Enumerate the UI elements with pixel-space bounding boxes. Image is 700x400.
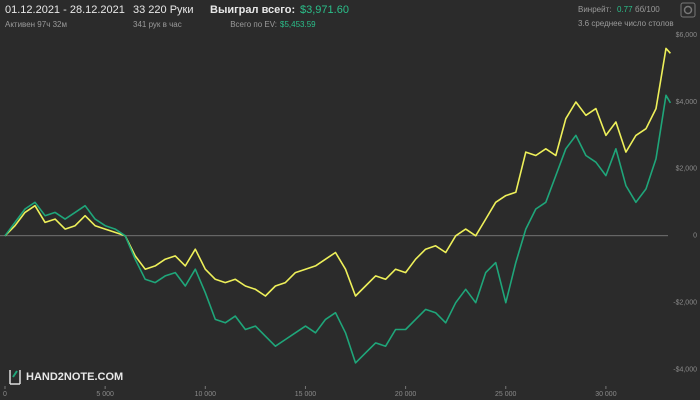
x-tick-label: 5 000: [96, 391, 114, 398]
series-line: [4, 47, 671, 297]
winrate-value: 0.77: [617, 5, 633, 14]
won-value: $3,971.60: [300, 4, 349, 16]
date-range: 01.12.2021 - 28.12.2021: [5, 4, 125, 16]
ev-label: Всего по EV:: [230, 20, 277, 29]
active-time: Активен 97ч 32м: [5, 20, 67, 29]
winrate-unit: бб/100: [635, 5, 660, 14]
settings-frame[interactable]: [680, 2, 696, 18]
avg-tables: 3.6 среднее число столов: [578, 19, 674, 28]
hands: 33 220 Руки: [133, 4, 194, 16]
logo-accent: [12, 370, 18, 378]
series-line: [4, 94, 672, 364]
ev-value: $5,453.59: [280, 20, 316, 29]
x-tick-label: 15 000: [295, 391, 317, 398]
logo-icon: [9, 370, 21, 385]
winrate-label: Винрейт:: [578, 5, 611, 14]
settings-icon[interactable]: [680, 2, 696, 18]
x-tick-label: 10 000: [195, 391, 217, 398]
logo-mark: [9, 370, 21, 385]
y-tick-label: $2,000: [676, 166, 698, 173]
y-tick-label: -$4,000: [673, 366, 697, 373]
y-tick-label: -$2,000: [673, 300, 697, 307]
logo-text: HAND2NOTE.COM: [26, 371, 123, 383]
x-tick-label: 20 000: [395, 391, 417, 398]
x-tick-label: 30 000: [595, 391, 617, 398]
x-tick-label: 25 000: [495, 391, 517, 398]
won-label: Выиграл всего:: [210, 4, 295, 16]
y-tick-label: 0: [693, 233, 697, 240]
x-tick-label: 0: [3, 391, 7, 398]
hands-per-hour: 341 рук в час: [133, 20, 182, 29]
y-tick-label: $6,000: [676, 32, 698, 39]
settings-gear[interactable]: [683, 5, 693, 15]
y-tick-label: $4,000: [676, 99, 698, 106]
